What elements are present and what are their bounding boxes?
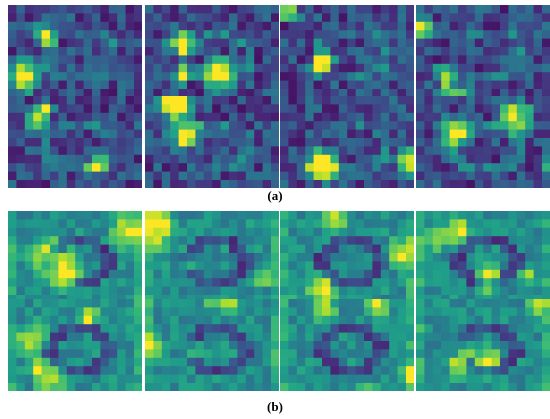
heatmap-tile: [416, 96, 550, 189]
heatmap-tile: [416, 211, 550, 304]
panel-a-label: (a): [267, 188, 283, 203]
heatmap-tile: [8, 211, 143, 304]
heatmap-tile: [145, 211, 280, 304]
heatmap-tile: [280, 211, 415, 304]
heatmap-tile: [280, 96, 415, 189]
heatmap-tile: [8, 96, 143, 189]
heatmap-tile: [145, 96, 280, 189]
heatmap-tile: [416, 299, 550, 392]
heatmap-tile: [416, 5, 550, 98]
heatmap-tile: [8, 299, 143, 392]
heatmap-tile: [145, 299, 280, 392]
heatmap-tile: [145, 5, 280, 98]
heatmap-tile: [280, 5, 415, 98]
heatmap-tile: [8, 5, 143, 98]
panel-b-label: (b): [267, 399, 283, 414]
heatmap-tile: [280, 299, 415, 392]
